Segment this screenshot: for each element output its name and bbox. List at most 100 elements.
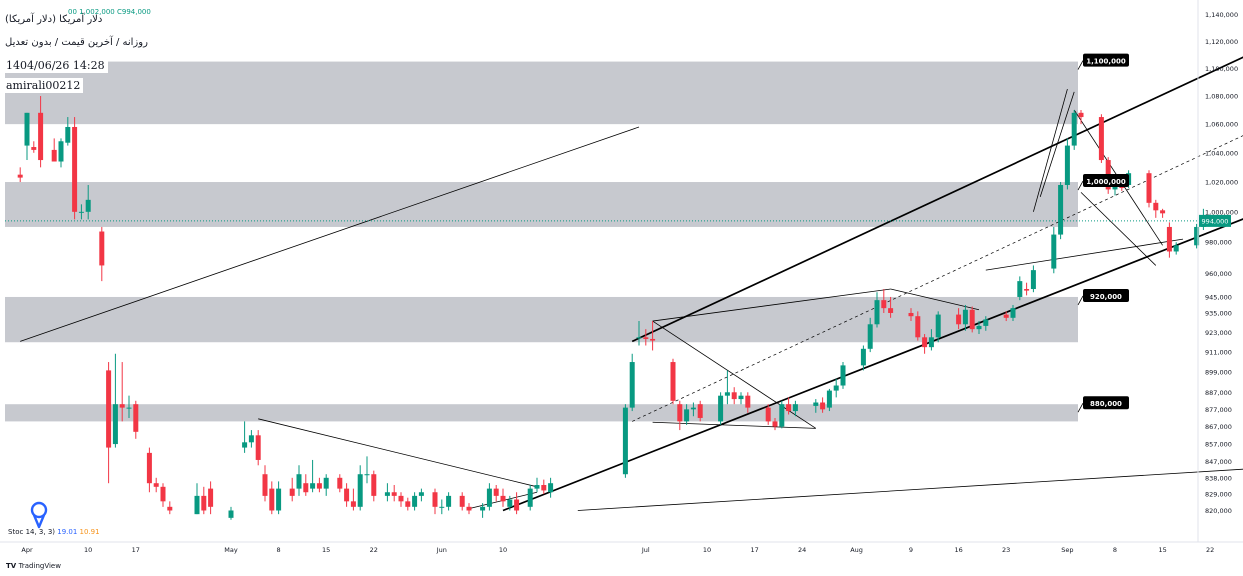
candle-down[interactable] xyxy=(493,485,499,502)
candle-down[interactable] xyxy=(208,481,214,515)
candle-up[interactable] xyxy=(486,483,492,511)
candle-up[interactable] xyxy=(622,404,628,478)
stochastic-indicator-legend[interactable]: Stoc 14, 3, 3) 19.01 10.91 xyxy=(8,528,100,536)
candle-down[interactable] xyxy=(1166,222,1172,258)
candle-down[interactable] xyxy=(514,492,520,515)
candle-up[interactable] xyxy=(874,292,880,328)
candle-down[interactable] xyxy=(432,488,438,515)
candle-up[interactable] xyxy=(439,499,445,515)
candle-down[interactable] xyxy=(1003,311,1009,322)
candle-up[interactable] xyxy=(1058,182,1064,240)
candle-up[interactable] xyxy=(276,481,282,515)
candle-up[interactable] xyxy=(935,311,941,343)
candle-up[interactable] xyxy=(78,204,84,220)
candle-down[interactable] xyxy=(500,488,506,507)
candle-up[interactable] xyxy=(792,400,798,417)
candle-up[interactable] xyxy=(1030,265,1036,293)
candle-down[interactable] xyxy=(316,477,322,493)
candle-up[interactable] xyxy=(867,317,873,353)
candle-up[interactable] xyxy=(357,465,363,511)
candle-down[interactable] xyxy=(160,483,166,507)
candle-down[interactable] xyxy=(201,486,207,515)
candle-down[interactable] xyxy=(31,141,37,153)
candle-up[interactable] xyxy=(1051,226,1057,274)
candle-up[interactable] xyxy=(228,506,234,520)
candle-down[interactable] xyxy=(969,306,975,333)
candle-up[interactable] xyxy=(983,316,989,331)
candle-up[interactable] xyxy=(690,402,696,417)
candle-up[interactable] xyxy=(527,485,533,511)
candle-down[interactable] xyxy=(731,387,737,405)
candle-up[interactable] xyxy=(1064,138,1070,190)
candle-up[interactable] xyxy=(1173,242,1179,255)
candle-down[interactable] xyxy=(1160,208,1166,218)
candle-down[interactable] xyxy=(391,485,397,502)
candle-down[interactable] xyxy=(72,117,78,220)
candle-down[interactable] xyxy=(344,483,350,507)
time-axis[interactable]: Apr 10 17 May 8 15 22 Jun 10 Jul 10 17 24 Aug 9 16 23 Sep… xyxy=(21,546,1243,554)
candle-up[interactable] xyxy=(248,430,254,448)
candle-down[interactable] xyxy=(303,474,309,496)
candle-down[interactable] xyxy=(820,397,826,413)
candle-down[interactable] xyxy=(1153,199,1159,218)
candle-down[interactable] xyxy=(371,470,377,502)
candle-up[interactable] xyxy=(534,477,540,493)
candle-up[interactable] xyxy=(58,138,64,168)
candle-down[interactable] xyxy=(262,465,268,502)
candle-down[interactable] xyxy=(99,226,105,282)
candle-down[interactable] xyxy=(466,503,472,515)
candle-up[interactable] xyxy=(384,483,390,502)
candle-up[interactable] xyxy=(446,492,452,511)
candle-down[interactable] xyxy=(119,362,125,422)
candle-down[interactable] xyxy=(677,400,683,431)
candle-down[interactable] xyxy=(167,501,173,515)
candle-up[interactable] xyxy=(976,321,982,335)
candle-down[interactable] xyxy=(888,296,894,318)
candle-up[interactable] xyxy=(242,421,248,453)
candle-up[interactable] xyxy=(738,392,744,405)
candle-up[interactable] xyxy=(310,459,316,493)
candle-up[interactable] xyxy=(779,400,785,429)
candle-down[interactable] xyxy=(881,289,887,313)
candle-up[interactable] xyxy=(296,465,302,496)
candle-up[interactable] xyxy=(126,395,132,418)
candle-down[interactable] xyxy=(956,308,962,330)
candle-down[interactable] xyxy=(670,358,676,405)
candle-up[interactable] xyxy=(718,392,724,425)
candle-down[interactable] xyxy=(38,96,44,168)
candle-up[interactable] xyxy=(507,495,513,511)
candle-down[interactable] xyxy=(398,492,404,507)
candle-up[interactable] xyxy=(629,353,635,412)
candle-down[interactable] xyxy=(908,308,914,322)
candle-up[interactable] xyxy=(418,488,424,502)
candle-down[interactable] xyxy=(765,404,771,425)
candle-down[interactable] xyxy=(146,447,152,493)
candle-down[interactable] xyxy=(786,397,792,415)
candle-down[interactable] xyxy=(106,362,112,484)
candle-up[interactable] xyxy=(323,474,329,496)
candle-up[interactable] xyxy=(636,321,642,346)
candle-down[interactable] xyxy=(269,481,275,515)
tradingview-logo[interactable]: TV TradingView xyxy=(6,562,61,570)
candle-up[interactable] xyxy=(1017,276,1023,301)
candle-down[interactable] xyxy=(643,329,649,346)
candle-down[interactable] xyxy=(153,477,159,493)
candle-down[interactable] xyxy=(697,400,703,422)
candle-up[interactable] xyxy=(364,456,370,484)
candle-up[interactable] xyxy=(684,404,690,425)
location-pin-icon[interactable] xyxy=(26,500,52,530)
candle-down[interactable] xyxy=(745,392,751,413)
candle-down[interactable] xyxy=(915,311,921,341)
candle-up[interactable] xyxy=(65,117,71,146)
candle-down[interactable] xyxy=(459,492,465,511)
price-axis[interactable]: 1,140,000 1,120,000 1,100,000 1,080,000 1,06… xyxy=(1205,11,1238,515)
candle-up[interactable] xyxy=(412,492,418,511)
candle-up[interactable] xyxy=(1071,110,1077,150)
candle-down[interactable] xyxy=(255,430,261,466)
candle-up[interactable] xyxy=(833,378,839,398)
candle-up[interactable] xyxy=(860,345,866,371)
candle-layer[interactable] xyxy=(17,96,1213,520)
candle-up[interactable] xyxy=(112,353,118,448)
candle-up[interactable] xyxy=(724,370,730,405)
candle-up[interactable] xyxy=(1010,304,1016,322)
